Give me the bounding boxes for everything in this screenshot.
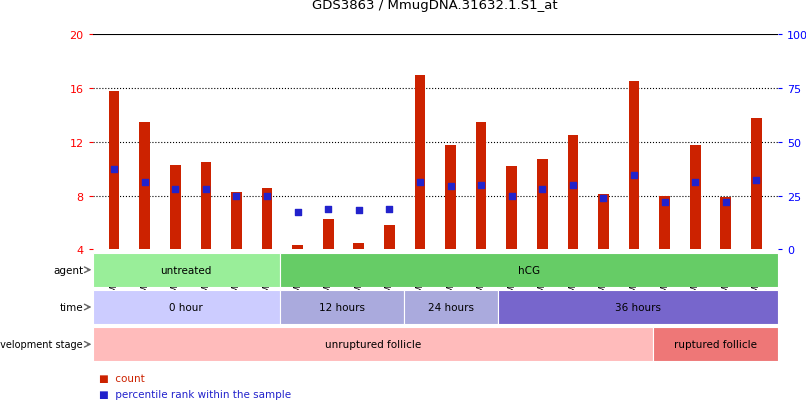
Bar bbox=[201, 163, 211, 250]
Bar bbox=[537, 160, 547, 250]
Text: time: time bbox=[60, 302, 83, 312]
Bar bbox=[567, 136, 578, 250]
Bar bbox=[653, 328, 778, 361]
Point bbox=[260, 193, 273, 199]
Point bbox=[168, 186, 181, 193]
Text: ruptured follicle: ruptured follicle bbox=[674, 339, 757, 349]
Point bbox=[322, 206, 334, 213]
Bar bbox=[414, 75, 426, 250]
Bar bbox=[293, 246, 303, 250]
Bar bbox=[690, 145, 700, 250]
Point bbox=[750, 177, 762, 183]
Point bbox=[352, 208, 365, 214]
Bar bbox=[629, 82, 639, 250]
Point bbox=[505, 193, 518, 199]
Point bbox=[108, 166, 121, 173]
Point bbox=[597, 196, 610, 202]
Text: hCG: hCG bbox=[517, 265, 540, 275]
Bar bbox=[353, 243, 364, 250]
Bar bbox=[323, 219, 334, 250]
Text: 12 hours: 12 hours bbox=[319, 302, 365, 312]
Bar bbox=[404, 290, 497, 324]
Text: untreated: untreated bbox=[160, 265, 212, 275]
Bar bbox=[262, 188, 272, 250]
Text: 24 hours: 24 hours bbox=[428, 302, 474, 312]
Bar bbox=[497, 290, 778, 324]
Text: ■  percentile rank within the sample: ■ percentile rank within the sample bbox=[99, 389, 291, 399]
Point bbox=[628, 173, 641, 179]
Bar bbox=[445, 145, 456, 250]
Text: development stage: development stage bbox=[0, 339, 83, 349]
Bar bbox=[506, 166, 517, 250]
Bar bbox=[751, 118, 762, 250]
Point bbox=[139, 179, 152, 186]
Point bbox=[659, 199, 671, 206]
Text: 0 hour: 0 hour bbox=[169, 302, 203, 312]
Bar bbox=[109, 91, 119, 250]
Bar bbox=[384, 225, 395, 250]
Text: unruptured follicle: unruptured follicle bbox=[325, 339, 421, 349]
Point bbox=[567, 182, 580, 189]
Bar bbox=[659, 196, 670, 250]
Point bbox=[444, 183, 457, 190]
Bar bbox=[93, 253, 280, 287]
Text: 36 hours: 36 hours bbox=[615, 302, 661, 312]
Bar bbox=[93, 328, 653, 361]
Point bbox=[719, 199, 732, 206]
Point bbox=[199, 186, 212, 193]
Bar bbox=[598, 195, 609, 250]
Point bbox=[230, 193, 243, 199]
Bar bbox=[280, 253, 778, 287]
Point bbox=[475, 182, 488, 189]
Bar bbox=[93, 290, 280, 324]
Bar bbox=[231, 192, 242, 250]
Point bbox=[383, 206, 396, 213]
Point bbox=[291, 209, 304, 216]
Point bbox=[689, 179, 702, 186]
Bar bbox=[280, 290, 404, 324]
Bar bbox=[170, 165, 181, 250]
Point bbox=[536, 186, 549, 193]
Text: ■  count: ■ count bbox=[99, 373, 145, 383]
Point bbox=[413, 179, 426, 186]
Bar bbox=[139, 122, 150, 250]
Bar bbox=[721, 197, 731, 250]
Bar bbox=[476, 122, 487, 250]
Text: GDS3863 / MmugDNA.31632.1.S1_at: GDS3863 / MmugDNA.31632.1.S1_at bbox=[313, 0, 558, 12]
Text: agent: agent bbox=[53, 265, 83, 275]
